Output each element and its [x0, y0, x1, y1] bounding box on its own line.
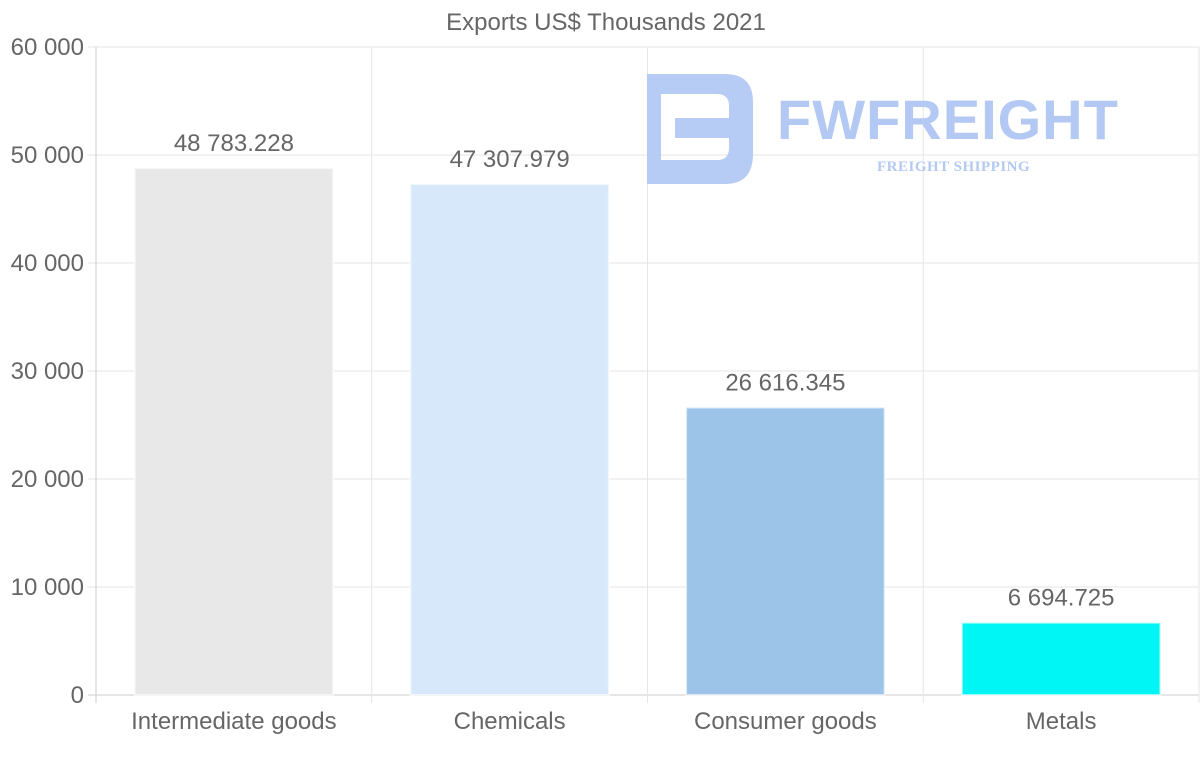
- bar: [685, 406, 886, 696]
- x-tick-label: Metals: [1026, 708, 1097, 735]
- y-tick-label: 60 000: [11, 34, 84, 61]
- y-tick-label: 20 000: [11, 466, 84, 493]
- y-tick-label: 30 000: [11, 358, 84, 385]
- x-tick-label: Chemicals: [454, 708, 566, 735]
- y-tick-label: 40 000: [11, 250, 84, 277]
- bar: [409, 183, 610, 696]
- y-tick-label: 0: [71, 682, 84, 709]
- bar: [960, 621, 1162, 696]
- data-label: 48 783.228: [174, 130, 294, 157]
- x-tick-label: Intermediate goods: [131, 708, 336, 735]
- x-tick-label: Consumer goods: [694, 708, 877, 735]
- data-label: 47 307.979: [450, 146, 570, 173]
- chart-title: Exports US$ Thousands 2021: [446, 9, 766, 36]
- y-tick-label: 50 000: [11, 142, 84, 169]
- bars: [133, 167, 1162, 697]
- data-label: 26 616.345: [725, 370, 845, 397]
- data-label: 6 694.725: [1008, 585, 1115, 612]
- y-tick-label: 10 000: [11, 574, 84, 601]
- bar: [133, 167, 335, 697]
- labels: 0 10 000 20 000 30 000 40 000 50 000 60 000 48 …: [11, 34, 1115, 735]
